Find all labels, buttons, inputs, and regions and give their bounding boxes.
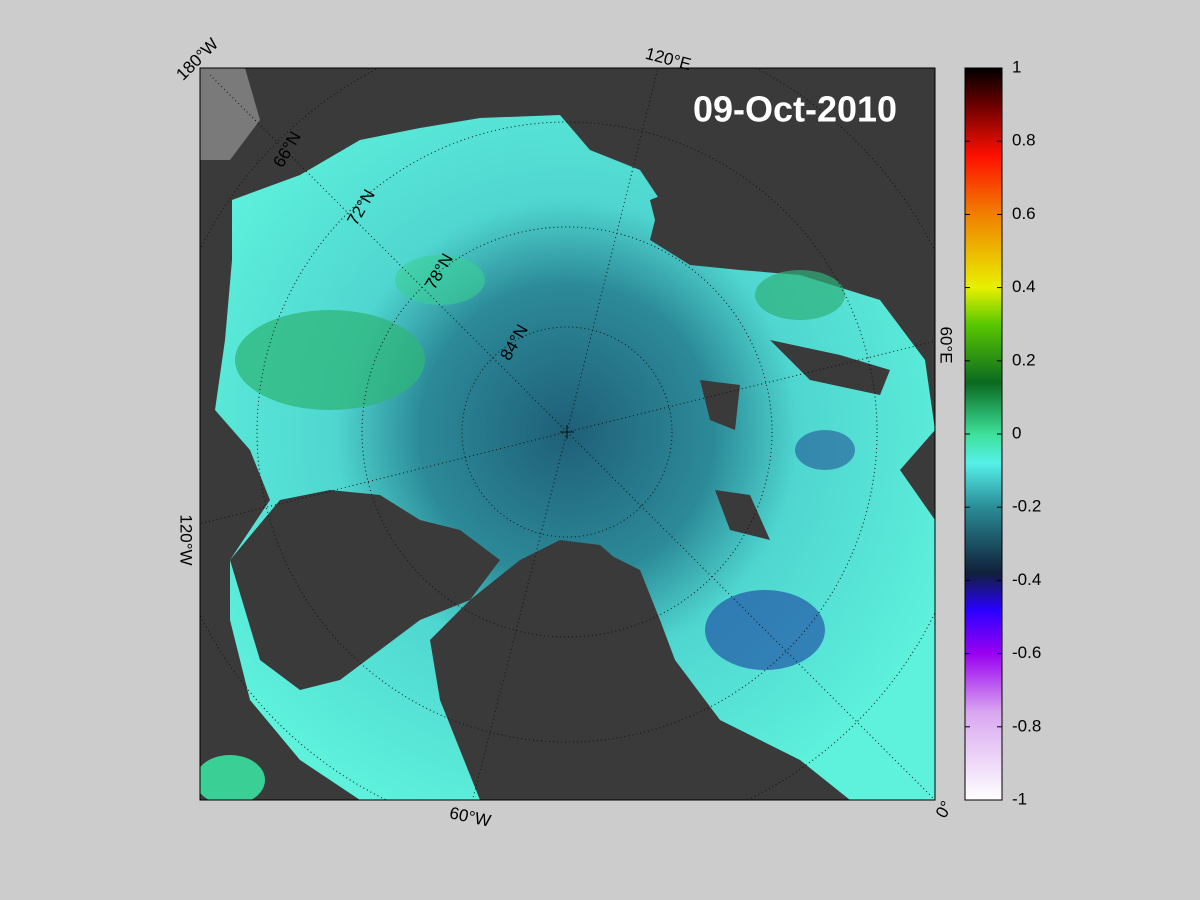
colorbar-tick-label: -0.6 [1012, 643, 1041, 662]
colorbar-tick-label: -0.4 [1012, 570, 1041, 589]
graticule [200, 68, 935, 800]
greenland [470, 550, 700, 800]
colorbar-tick-label: 0.2 [1012, 350, 1036, 369]
colorbar-tick-label: 0.4 [1012, 277, 1036, 296]
ocean-patch [235, 310, 425, 410]
colorbar-tick-label: 0.8 [1012, 131, 1036, 150]
longitude-label: 60°W [448, 803, 493, 830]
colorbar-tick-label: -0.2 [1012, 497, 1041, 516]
colorbar-tick-label: 1 [1012, 57, 1021, 76]
ocean-patch [200, 755, 265, 800]
ocean-patch [395, 255, 485, 305]
ocean-patch [755, 270, 845, 320]
colorbar [964, 67, 1003, 801]
colorbar-tick-label: 0.6 [1012, 204, 1036, 223]
longitude-label: 0° [932, 798, 957, 822]
colorbar-tick-label: 0 [1012, 423, 1021, 442]
franz-josef [770, 340, 890, 395]
map [200, 68, 935, 800]
map-frame [199, 67, 936, 801]
ocean-patch [795, 430, 855, 470]
colorbar-tick-label: -1 [1012, 789, 1027, 808]
novaya-zemlya [715, 490, 770, 540]
colorbar-tick-label: -0.8 [1012, 716, 1041, 735]
archipelago [230, 490, 500, 690]
longitude-label: 60°E [937, 326, 956, 363]
date-title: 09-Oct-2010 [693, 89, 897, 130]
land-shade [200, 68, 260, 160]
svalbard [700, 380, 740, 430]
siberia [650, 180, 800, 270]
longitude-label: 120°W [177, 514, 196, 565]
